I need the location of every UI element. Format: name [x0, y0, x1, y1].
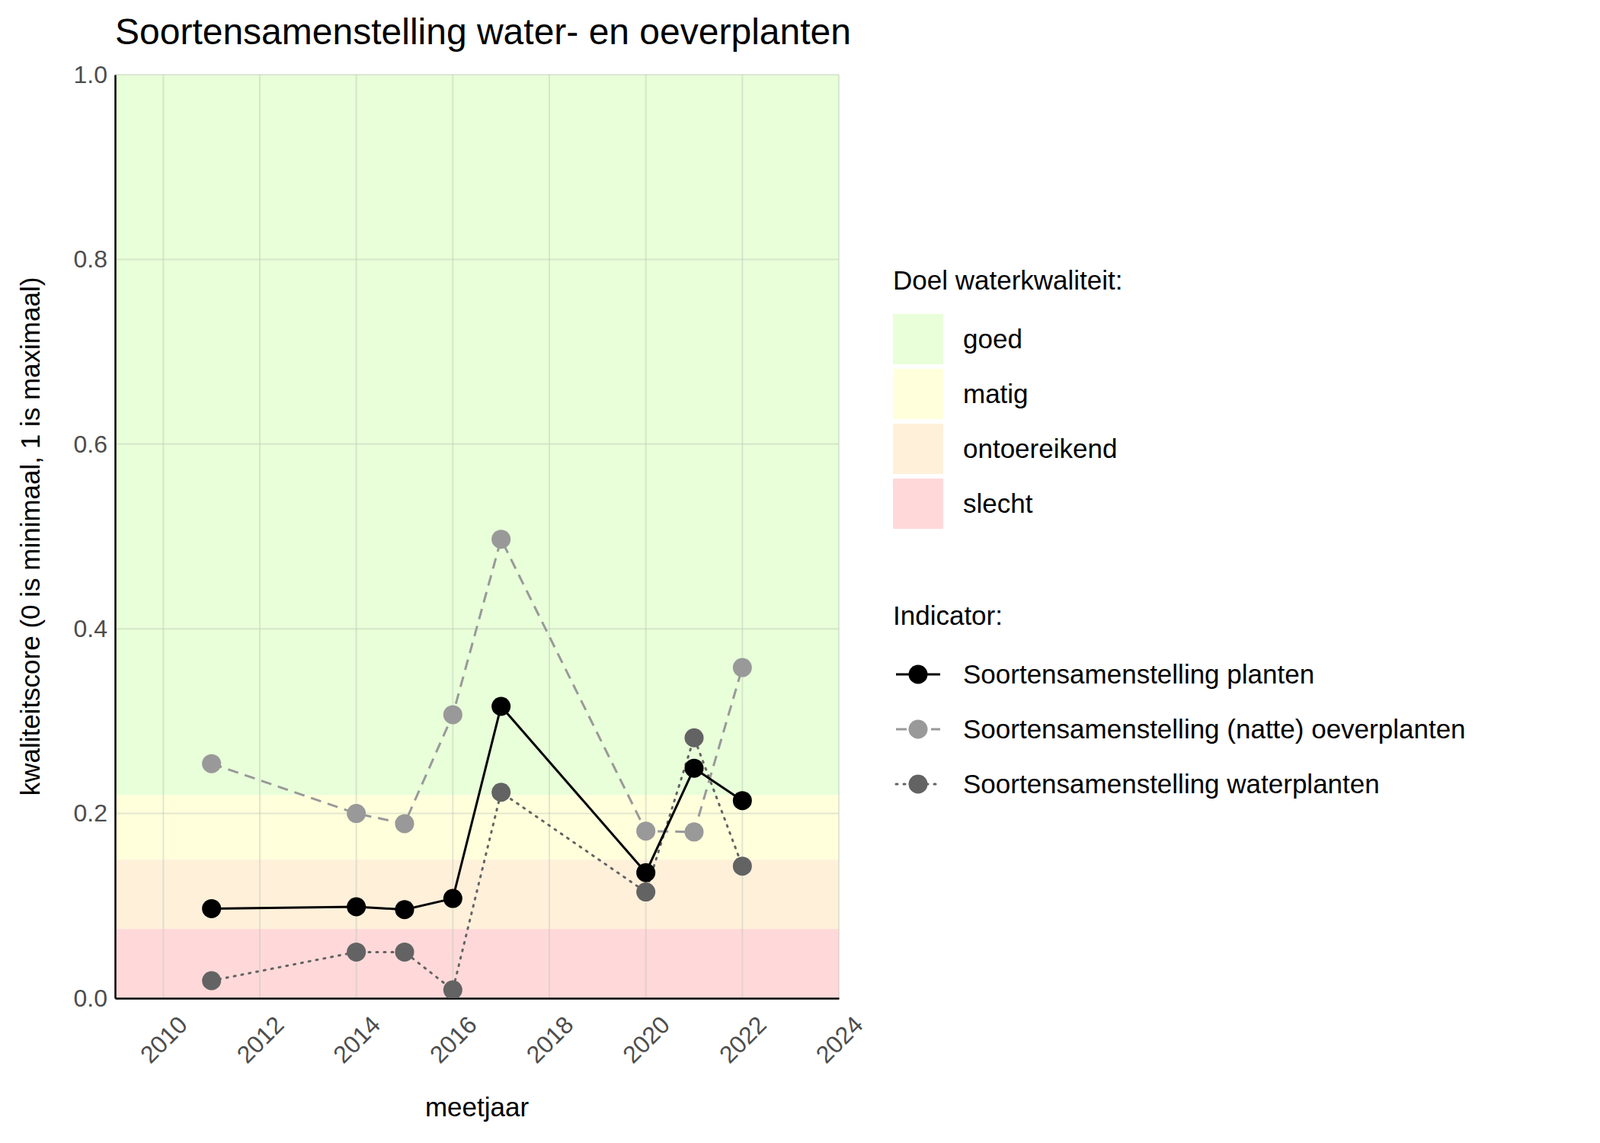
data [201, 529, 752, 999]
tick: 2022 [713, 998, 772, 1069]
legend-label: slecht [963, 488, 1034, 519]
legend-label: goed [963, 323, 1023, 354]
grid [115, 74, 839, 999]
point [491, 529, 511, 549]
point [201, 970, 221, 990]
grid-line [115, 73, 839, 76]
point [346, 897, 366, 917]
grid-line [115, 443, 839, 445]
grid-line [645, 74, 647, 999]
grid-line [451, 74, 454, 999]
band [115, 928, 839, 999]
tick: 0.2 [73, 799, 116, 827]
point [732, 790, 752, 810]
tick: 2012 [231, 998, 290, 1069]
tick-label: 1.0 [73, 60, 108, 89]
axis-line [115, 997, 840, 1000]
x-axis: 2010 2012 2014 2016 2018 2020 2022 2024 [115, 998, 869, 1069]
legend: Doel waterkwaliteit: goed matig ontoereiken… [892, 265, 1466, 799]
tick-label: 2020 [617, 1010, 676, 1069]
axis-line [114, 75, 117, 999]
legend-key [892, 368, 944, 420]
point [732, 856, 752, 876]
point [201, 754, 221, 774]
grid-line [259, 74, 261, 999]
point [684, 758, 704, 778]
legend-key [892, 478, 944, 529]
band [115, 859, 839, 929]
legend-key [908, 665, 928, 685]
legend-label: ontoereikend [963, 433, 1117, 464]
legend-label: matig [963, 378, 1029, 409]
tick-label: 0.6 [73, 430, 108, 458]
tick: 2014 [327, 998, 386, 1069]
tick-label: 2024 [810, 1010, 869, 1069]
legend-key [908, 720, 928, 740]
point [443, 704, 463, 724]
point [395, 942, 415, 962]
point [346, 942, 366, 962]
tick: 0.4 [73, 614, 116, 643]
tick: 2016 [424, 998, 483, 1069]
point [636, 821, 656, 841]
tick: 1.0 [73, 60, 116, 89]
grid-line [115, 997, 839, 999]
point [395, 813, 415, 833]
band [115, 74, 839, 795]
point [491, 782, 511, 802]
point [732, 658, 752, 678]
tick-label: 2014 [327, 1010, 386, 1069]
series-line [211, 737, 743, 990]
grid-line [115, 812, 839, 815]
tick-label: 2010 [134, 1010, 193, 1069]
tick: 0.6 [73, 430, 116, 458]
point [443, 980, 463, 999]
legend-label: Soortensamenstelling planten [963, 659, 1315, 689]
tick-label: 2016 [424, 1010, 483, 1069]
tick-label: 0.2 [73, 799, 108, 827]
title: Soortensamenstelling water- en oeverplan… [115, 11, 852, 52]
tick-label: 2018 [521, 1010, 580, 1069]
point [636, 863, 656, 883]
legend-key [908, 774, 928, 794]
legend-label: Soortensamenstelling waterplanten [963, 768, 1380, 799]
tick-label: 0.0 [73, 984, 108, 1012]
tick-label: 0.8 [73, 245, 108, 273]
legend-title: Doel waterkwaliteit: [892, 265, 1124, 295]
tick: 2018 [521, 998, 580, 1069]
tick: 2010 [134, 998, 193, 1069]
legend-title: Indicator: [892, 600, 1003, 631]
bands [115, 74, 839, 999]
tick-label: 2012 [231, 1010, 290, 1069]
series-line [211, 539, 743, 832]
tick: 0.8 [73, 245, 116, 273]
y-axis: 0.0 0.2 0.4 0.6 0.8 1.0 [73, 60, 116, 1012]
legend-label: Soortensamenstelling (natte) oeverplante… [963, 713, 1466, 744]
chart: Soortensamenstelling water- en oeverplan… [0, 0, 1600, 1143]
tick-label: 0.4 [73, 614, 108, 643]
point [395, 899, 415, 919]
tick-label: 2022 [713, 1010, 772, 1069]
point [684, 822, 704, 842]
series-line [211, 706, 743, 910]
x-axis-title: meetjaar [425, 1091, 530, 1122]
grid-line [838, 74, 840, 999]
legend-key [892, 313, 944, 365]
grid-line [548, 74, 551, 999]
point [346, 803, 366, 823]
tick: 0.0 [73, 984, 116, 1012]
point [443, 889, 463, 909]
grid-line [115, 258, 839, 260]
legend-key [892, 423, 944, 474]
grid-line [162, 74, 164, 999]
tick: 2020 [617, 998, 676, 1069]
grid-line [355, 74, 358, 999]
point [636, 882, 656, 902]
tick: 2024 [810, 998, 869, 1069]
point [491, 697, 511, 717]
y-axis-title: kwaliteitscore (0 is minimaal, 1 is maxi… [15, 277, 45, 797]
point [201, 899, 221, 919]
point [684, 728, 704, 748]
